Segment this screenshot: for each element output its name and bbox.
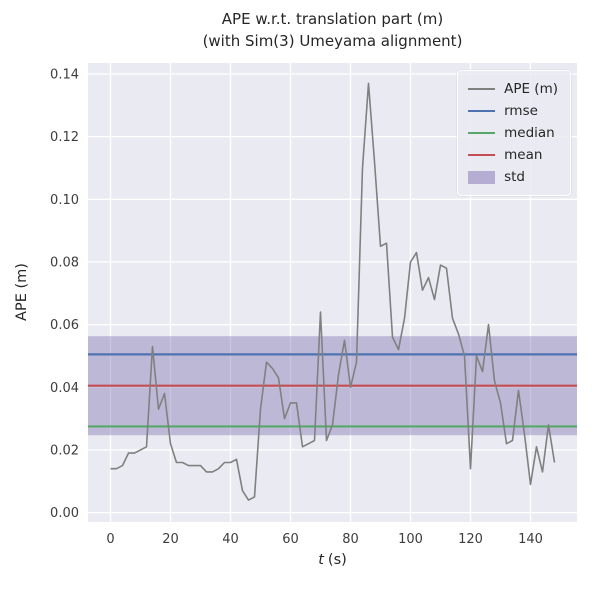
legend-swatch-line — [468, 110, 496, 112]
legend-label: rmse — [504, 103, 538, 119]
y-tick-label: 0.14 — [50, 67, 79, 82]
y-tick-label: 0.06 — [50, 318, 79, 333]
x-tick-label: 140 — [518, 532, 543, 547]
x-tick-label: 80 — [342, 532, 359, 547]
legend-item-mean: mean — [468, 144, 558, 166]
x-tick-label: 60 — [282, 532, 299, 547]
legend: APE (m) rmse median mean std — [457, 70, 571, 196]
y-tick-label: 0.10 — [50, 193, 79, 208]
legend-label: mean — [504, 147, 543, 163]
legend-swatch-line — [468, 88, 496, 90]
legend-label: std — [504, 169, 526, 185]
chart-title: APE w.r.t. translation part (m) (with Si… — [88, 9, 577, 53]
x-tick-label: 120 — [458, 532, 483, 547]
legend-swatch-line — [468, 154, 496, 156]
y-tick-label: 0.08 — [50, 255, 79, 270]
x-axis-label-unit: (s) — [327, 552, 347, 568]
y-tick-label: 0.00 — [50, 506, 79, 521]
legend-item-median: median — [468, 122, 558, 144]
legend-item-std: std — [468, 166, 558, 188]
x-tick-label: 100 — [398, 532, 423, 547]
legend-item-apem: APE (m) — [468, 78, 558, 100]
x-tick-label: 40 — [222, 532, 239, 547]
x-axis-label-variable: t — [318, 552, 324, 568]
y-axis-label: APE (m) — [14, 263, 30, 321]
y-tick-label: 0.02 — [50, 443, 79, 458]
x-tick-label: 20 — [162, 532, 179, 547]
legend-swatch-line — [468, 132, 496, 134]
legend-label: median — [504, 125, 555, 141]
legend-swatch-patch — [468, 170, 496, 184]
x-tick-label: 0 — [106, 532, 114, 547]
chart-title-line2: (with Sim(3) Umeyama alignment) — [202, 31, 463, 50]
y-tick-label: 0.12 — [50, 130, 79, 145]
chart-title-line1: APE w.r.t. translation part (m) — [221, 10, 444, 28]
x-axis-label: t (s) — [88, 552, 577, 568]
legend-label: APE (m) — [504, 81, 558, 97]
ape-line — [110, 82, 556, 501]
y-tick-label: 0.04 — [50, 381, 79, 396]
legend-item-rmse: rmse — [468, 100, 558, 122]
